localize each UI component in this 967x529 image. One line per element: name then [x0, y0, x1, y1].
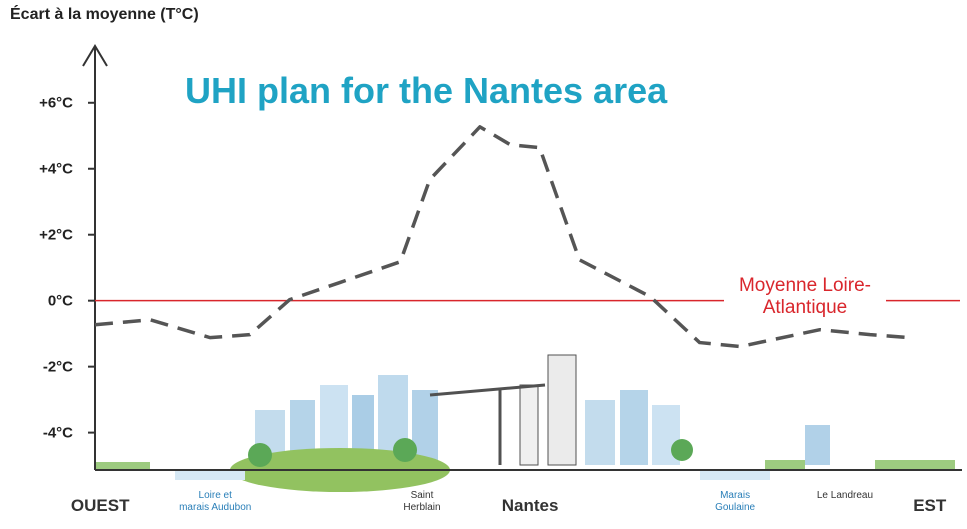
y-axis-arrow: [82, 44, 108, 67]
cityscape: [95, 354, 955, 492]
x-tick-label: Nantes: [501, 496, 559, 515]
x-tick-label: OUEST: [70, 496, 130, 515]
y-axis-title: Écart à la moyenne (T°C): [10, 6, 199, 23]
chart-title: UHI plan for the Nantes area: [185, 70, 668, 111]
y-tick-label: +4°C: [39, 160, 73, 178]
y-tick-label: -4°C: [42, 424, 73, 442]
x-tick-label: Loire et marais Audubon: [179, 490, 252, 513]
reference-label: Moyenne Loire-Atlantique: [724, 274, 886, 319]
x-tick-label: Le Landreau: [816, 490, 874, 501]
x-tick-label: Marais Goulaine: [715, 490, 756, 513]
x-tick-label: EST: [913, 496, 947, 515]
data-line: [94, 125, 910, 349]
y-tick-label: +6°C: [39, 94, 73, 112]
y-tick-label: -2°C: [42, 358, 73, 376]
y-tick-label: +2°C: [39, 226, 73, 244]
x-tick-label: Saint Herblain: [403, 490, 441, 513]
y-tick-label: 0°C: [47, 292, 73, 310]
